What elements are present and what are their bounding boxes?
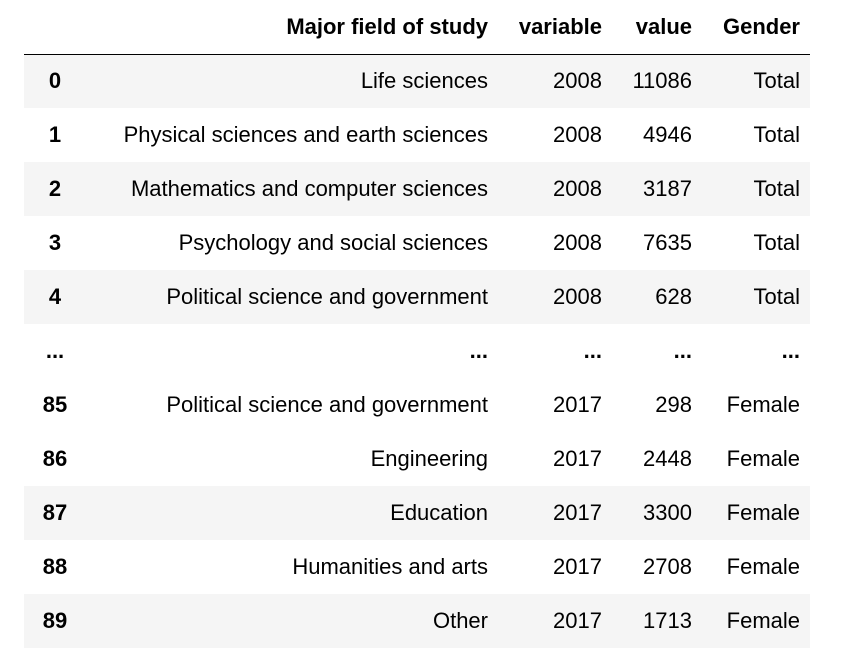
- cell-variable: 2008: [553, 230, 602, 255]
- row-index: 88: [42, 554, 68, 579]
- cell-field: Life sciences: [360, 68, 488, 94]
- cell-field: Education: [390, 500, 488, 525]
- cell-gender: Female: [726, 500, 800, 525]
- cell-value: 298: [655, 392, 692, 417]
- cell-value: ...: [673, 338, 692, 363]
- cell-value: 628: [655, 284, 692, 309]
- cell-gender: Total: [753, 284, 800, 309]
- cell-field: Political science and government: [166, 392, 488, 417]
- cell-gender: Total: [753, 68, 800, 94]
- table-row: 88 Humanities and arts 2017 2708 Female: [24, 540, 810, 594]
- cell-variable: 2008: [553, 176, 602, 201]
- row-index: 89: [42, 608, 68, 633]
- cell-gender: ...: [781, 338, 800, 363]
- header-value: value: [612, 0, 702, 55]
- cell-value: 3187: [643, 176, 692, 201]
- cell-gender: Female: [726, 608, 800, 633]
- cell-variable: 2017: [553, 500, 602, 525]
- cell-variable: 2008: [553, 68, 602, 94]
- cell-variable: 2017: [553, 608, 602, 633]
- cell-gender: Total: [753, 230, 800, 255]
- cell-gender: Female: [726, 554, 800, 579]
- dataframe-table: Major field of study variable value Gend…: [24, 0, 810, 648]
- cell-value: 3300: [643, 500, 692, 525]
- cell-variable: 2017: [553, 446, 602, 471]
- cell-value: 7635: [643, 230, 692, 255]
- dataframe-output: Major field of study variable value Gend…: [24, 0, 810, 648]
- cell-variable: ...: [583, 338, 602, 363]
- cell-gender: Female: [726, 392, 800, 417]
- cell-field: Engineering: [370, 446, 488, 471]
- row-index: ...: [45, 338, 65, 363]
- row-index: 3: [48, 230, 62, 255]
- cell-variable: 2017: [553, 554, 602, 579]
- table-row: 1 Physical sciences and earth sciences 2…: [24, 108, 810, 162]
- row-index: 4: [48, 284, 62, 309]
- row-index: 86: [42, 446, 68, 471]
- cell-gender: Female: [726, 446, 800, 471]
- cell-value: 1713: [643, 608, 692, 633]
- table-row: 3 Psychology and social sciences 2008 76…: [24, 216, 810, 270]
- header-index: [24, 0, 86, 55]
- row-index: 1: [48, 122, 62, 147]
- cell-variable: 2008: [553, 122, 602, 147]
- table-row: 87 Education 2017 3300 Female: [24, 486, 810, 540]
- header-gender: Gender: [702, 0, 810, 55]
- table-header: Major field of study variable value Gend…: [24, 0, 810, 55]
- cell-field: Humanities and arts: [292, 554, 488, 579]
- cell-field: Political science and government: [166, 284, 488, 309]
- cell-variable: 2017: [553, 392, 602, 417]
- header-variable: variable: [498, 0, 612, 55]
- cell-field: ...: [469, 338, 488, 363]
- header-major-field-of-study: Major field of study: [86, 0, 498, 55]
- cell-field: Other: [432, 608, 488, 633]
- cell-gender: Total: [753, 122, 800, 147]
- cell-field: Mathematics and computer sciences: [130, 176, 488, 201]
- table-row: 89 Other 2017 1713 Female: [24, 594, 810, 648]
- table-row-ellipsis: ... ... ... ... ...: [24, 324, 810, 378]
- cell-field: Psychology and social sciences: [178, 230, 488, 255]
- table-row: 85 Political science and government 2017…: [24, 378, 810, 432]
- cell-value: 11086: [632, 68, 692, 94]
- row-index: 85: [42, 392, 68, 417]
- cell-value: 2448: [643, 446, 692, 471]
- table-row: 0 Life sciences 2008 11086 Total: [24, 54, 810, 108]
- table-body: 0 Life sciences 2008 11086 Total 1 Physi…: [24, 54, 810, 648]
- cell-gender: Total: [753, 176, 800, 201]
- row-index: 87: [42, 500, 68, 525]
- table-row: 86 Engineering 2017 2448 Female: [24, 432, 810, 486]
- cell-value: 2708: [643, 554, 692, 579]
- table-row: 2 Mathematics and computer sciences 2008…: [24, 162, 810, 216]
- header-row: Major field of study variable value Gend…: [24, 0, 810, 55]
- table-row: 4 Political science and government 2008 …: [24, 270, 810, 324]
- cell-field: Physical sciences and earth sciences: [123, 122, 488, 147]
- row-index: 2: [48, 176, 62, 201]
- row-index: 0: [48, 68, 62, 94]
- cell-variable: 2008: [553, 284, 602, 309]
- cell-value: 4946: [643, 122, 692, 147]
